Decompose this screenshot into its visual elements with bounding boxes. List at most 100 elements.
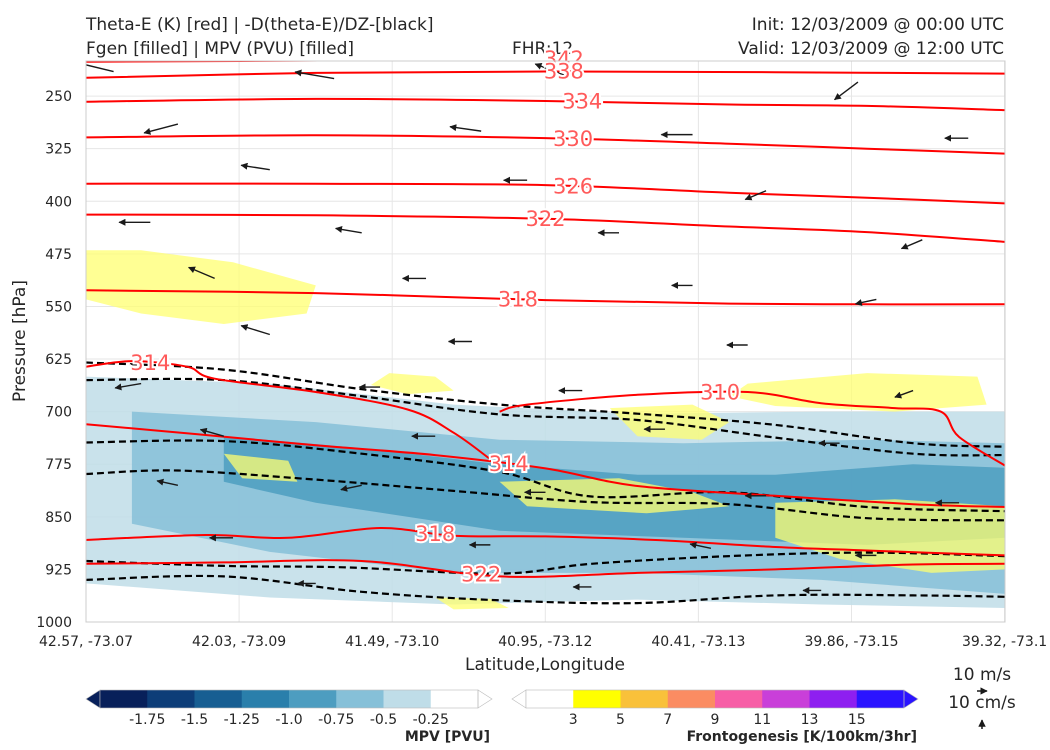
frontogenesis-colorbar-tick: 11 xyxy=(753,712,771,728)
x-tick-label: 41.49, -73.10 xyxy=(345,634,439,650)
x-axis-ticks: 42.57, -73.07 42.03, -73.09 41.49, -73.10 4… xyxy=(39,634,1047,650)
wind-vector xyxy=(156,478,179,486)
theta-e-label: 314 xyxy=(130,351,170,375)
wind-vector xyxy=(240,324,271,336)
wind-vector xyxy=(294,69,335,80)
frontogenesis-region xyxy=(370,373,454,395)
mpv-colorbar: -1.75 -1.5 -1.25 -1.0 -0.75 -0.5 -0.25 xyxy=(85,689,493,728)
theta-e-label: 330 xyxy=(553,127,593,151)
theta-e-label: 334 xyxy=(562,90,602,114)
mpv-colorbar-swatch xyxy=(336,690,384,708)
theta-e-label: 338 xyxy=(544,60,584,84)
y-tick-label: 925 xyxy=(45,562,72,578)
x-tick-label: 42.57, -73.07 xyxy=(39,634,133,650)
wind-vector xyxy=(900,239,923,250)
theta-e-contour xyxy=(86,360,491,461)
frontogenesis-colorbar-swatch xyxy=(620,690,669,708)
x-tick-label: 40.95, -73.12 xyxy=(498,634,592,650)
wind-vector xyxy=(744,190,767,201)
y-tick-label: 700 xyxy=(45,405,72,421)
wind-vector xyxy=(199,427,225,437)
y-tick-label: 625 xyxy=(45,352,72,368)
frontogenesis-colorbar-frame xyxy=(525,689,905,709)
mpv-colorbar-tick: -1.5 xyxy=(181,712,208,728)
mpv-colorbar-swatch xyxy=(100,690,148,708)
x-tick-label: 39.32, -73.1 xyxy=(962,634,1047,650)
mpv-colorbar-swatch xyxy=(430,690,479,708)
frontogenesis-colorbar: 3 5 7 9 11 13 15 xyxy=(511,689,919,728)
mpv-colorbar-frame xyxy=(99,689,479,709)
theta-e-contour xyxy=(86,97,1005,112)
theta-e-label: 322 xyxy=(525,207,565,231)
chart-title-line1: Theta-E (K) [red] | -D(theta-E)/DZ-[blac… xyxy=(85,15,434,35)
theta-e-label: 326 xyxy=(553,174,593,198)
theta-e-contour xyxy=(86,70,1005,79)
wind-vector xyxy=(143,123,179,135)
frontogenesis-colorbar-swatch xyxy=(856,690,905,708)
theta-e-contour xyxy=(86,559,1005,578)
frontogenesis-region xyxy=(729,373,987,412)
y-tick-label: 850 xyxy=(45,510,72,526)
theta-e-contour xyxy=(86,213,1005,243)
y-tick-label: 1000 xyxy=(36,615,72,631)
mpv-colorbar-swatch xyxy=(194,690,243,708)
dthetae-contour xyxy=(86,574,1005,605)
mpv-colorbar-swatch xyxy=(383,690,432,708)
dthetae-contour xyxy=(86,361,1005,448)
wind-vector xyxy=(449,124,482,132)
wind-vectors xyxy=(86,63,969,594)
theta-e-label: 314 xyxy=(489,452,529,476)
mpv-colorbar-tick: -1.75 xyxy=(129,712,165,728)
y-axis-ticks: 250 325 400 475 550 625 700 775 850 925 1000 xyxy=(36,89,72,631)
x-tick-label: 42.03, -73.09 xyxy=(192,634,286,650)
frontogenesis-region xyxy=(499,478,730,514)
theta-e-contour xyxy=(86,423,1005,508)
wind-vector xyxy=(86,64,114,73)
dthetae-contour xyxy=(86,439,1005,513)
mpv-colorbar-tick: -0.25 xyxy=(413,712,449,728)
frontogenesis-colorbar-tick: 5 xyxy=(616,712,625,728)
wind-vector xyxy=(894,389,914,399)
frontogenesis-colorbar-tick: 13 xyxy=(801,712,819,728)
mpv-colorbar-label: MPV [PVU] xyxy=(405,729,490,745)
wind-vector xyxy=(240,162,270,171)
y-axis-label: Pressure [hPa] xyxy=(10,280,30,402)
mpv-colorbar-tick: -1.0 xyxy=(275,712,302,728)
wind-vector xyxy=(340,484,362,492)
theta-e-label: 322 xyxy=(461,562,501,586)
y-tick-label: 325 xyxy=(45,142,72,158)
valid-time: Valid: 12/03/2009 @ 12:00 UTC xyxy=(738,39,1004,59)
frontogenesis-colorbar-tick: 7 xyxy=(663,712,672,728)
wind-vector xyxy=(114,382,142,391)
mpv-colorbar-tick: -1.25 xyxy=(224,712,260,728)
theta-e-label: 310 xyxy=(700,381,740,405)
wind-key-horizontal: 10 m/s xyxy=(953,665,1011,685)
wind-vector xyxy=(854,298,877,306)
frontogenesis-region xyxy=(86,250,316,324)
wind-vector xyxy=(335,226,362,234)
x-tick-label: 40.41, -73.13 xyxy=(651,634,745,650)
forecast-hour: FHR:12 xyxy=(512,39,573,59)
y-tick-label: 475 xyxy=(45,247,72,263)
wind-vector xyxy=(534,63,565,76)
chart-title-line2: Fgen [filled] | MPV (PVU) [filled] xyxy=(86,39,354,59)
init-time: Init: 12/03/2009 @ 00:00 UTC xyxy=(752,15,1004,35)
frontogenesis-colorbar-swatch xyxy=(762,690,810,708)
frontogenesis-colorbar-tick: 15 xyxy=(848,712,866,728)
frontogenesis-colorbar-swatch xyxy=(526,690,574,708)
mpv-colorbar-swatch xyxy=(289,690,337,708)
x-axis-label: Latitude,Longitude xyxy=(465,655,625,675)
plot-frame xyxy=(85,60,1006,623)
wind-vector xyxy=(689,541,712,550)
theta-e-label: 342 xyxy=(544,47,584,71)
theta-e-contour xyxy=(86,134,1005,155)
frontogenesis-colorbar-tick: 9 xyxy=(711,712,720,728)
mpv-colorbar-swatch xyxy=(147,690,195,708)
x-tick-label: 39.86, -73.15 xyxy=(804,634,898,650)
frontogenesis-colorbar-label: Frontogenesis [K/100km/3hr] xyxy=(687,729,917,745)
mpv-colorbar-tick: -0.5 xyxy=(370,712,397,728)
theta-e-contour xyxy=(86,289,1005,306)
theta-e-contour xyxy=(499,390,1005,467)
